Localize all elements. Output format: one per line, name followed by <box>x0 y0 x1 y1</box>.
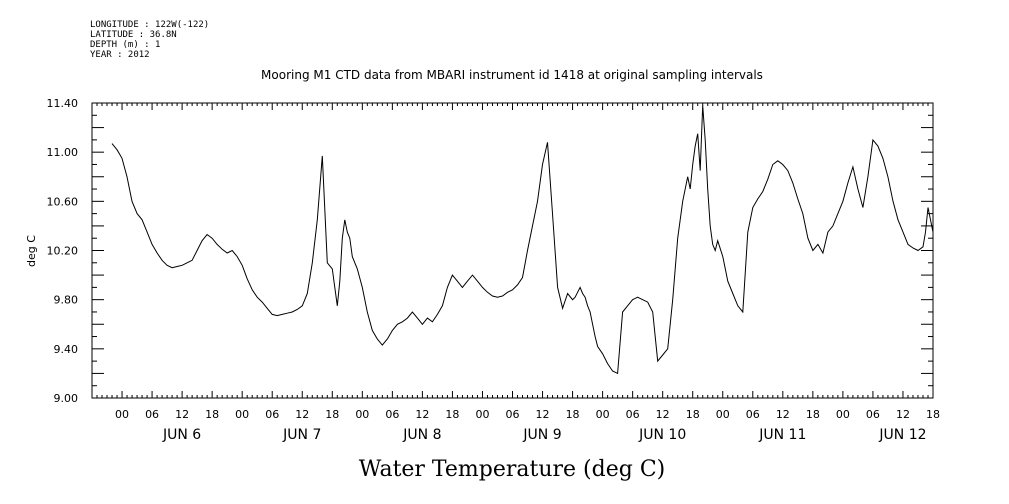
y-tick-label: 10.60 <box>47 195 79 208</box>
plot-frame <box>91 102 934 399</box>
day-label: JUN 6 <box>162 427 201 443</box>
x-tick-label: 18 <box>686 408 700 421</box>
depth-text: DEPTH (m) : 1 <box>90 40 161 50</box>
x-tick-label: 12 <box>776 408 790 421</box>
x-tick-label: 18 <box>325 408 339 421</box>
x-tick-label: 18 <box>566 408 580 421</box>
x-axis-label: Water Temperature (deg C) <box>359 457 666 482</box>
y-tick-label: 11.40 <box>47 97 79 110</box>
day-label: JUN 12 <box>878 427 926 443</box>
x-tick-label: 00 <box>115 408 129 421</box>
x-tick-label: 00 <box>235 408 249 421</box>
y-tick-label: 11.00 <box>47 146 79 159</box>
x-tick-label: 00 <box>475 408 489 421</box>
x-tick-label: 18 <box>926 408 940 421</box>
x-tick-label: 12 <box>896 408 910 421</box>
day-label: JUN 11 <box>758 427 806 443</box>
x-tick-label: 06 <box>746 408 760 421</box>
x-tick-label: 12 <box>656 408 670 421</box>
y-tick-label: 9.80 <box>54 294 79 307</box>
y-tick-label: 9.40 <box>54 343 79 356</box>
day-label: JUN 7 <box>282 427 321 443</box>
x-tick-label: 18 <box>806 408 820 421</box>
day-label: JUN 9 <box>522 427 561 443</box>
longitude-text: LONGITUDE : 122W(-122) <box>90 20 210 30</box>
x-tick-label: 12 <box>175 408 189 421</box>
x-tick-label: 12 <box>415 408 429 421</box>
chart-title: Mooring M1 CTD data from MBARI instrumen… <box>261 68 763 82</box>
y-tick-label: 9.00 <box>54 392 79 405</box>
axis-ticks <box>91 102 934 399</box>
temperature-series-line <box>111 105 934 375</box>
x-tick-label: 00 <box>836 408 850 421</box>
x-tick-label: 06 <box>506 408 520 421</box>
y-tick-label: 10.20 <box>47 245 79 258</box>
year-text: YEAR : 2012 <box>90 50 150 60</box>
x-tick-label: 00 <box>596 408 610 421</box>
day-labels: JUN 6 JUN 7 JUN 8 JUN 9 JUN 10 JUN 11 JUN 12 <box>162 427 927 443</box>
x-tick-label: 06 <box>145 408 159 421</box>
x-tick-label: 18 <box>205 408 219 421</box>
metadata-block: LONGITUDE : 122W(-122) LATITUDE : 36.8N … <box>90 20 209 60</box>
x-tick-label: 06 <box>265 408 279 421</box>
x-tick-label: 00 <box>716 408 730 421</box>
x-tick-label: 18 <box>445 408 459 421</box>
x-tick-label: 00 <box>355 408 369 421</box>
day-label: JUN 10 <box>638 427 686 443</box>
y-axis-label: deg C <box>25 235 38 267</box>
x-tick-label: 12 <box>295 408 309 421</box>
x-tick-labels: 00 06 12 18 00 06 12 18 00 06 12 18 00 06 12 18 00 06 12 18… <box>115 408 940 421</box>
x-tick-label: 12 <box>536 408 550 421</box>
x-tick-label: 06 <box>626 408 640 421</box>
y-tick-labels: 9.00 9.40 9.80 10.20 10.60 11.00 11.40 <box>47 97 79 405</box>
latitude-text: LATITUDE : 36.8N <box>90 30 177 40</box>
x-tick-label: 06 <box>385 408 399 421</box>
x-tick-label: 06 <box>866 408 880 421</box>
day-label: JUN 8 <box>402 427 441 443</box>
